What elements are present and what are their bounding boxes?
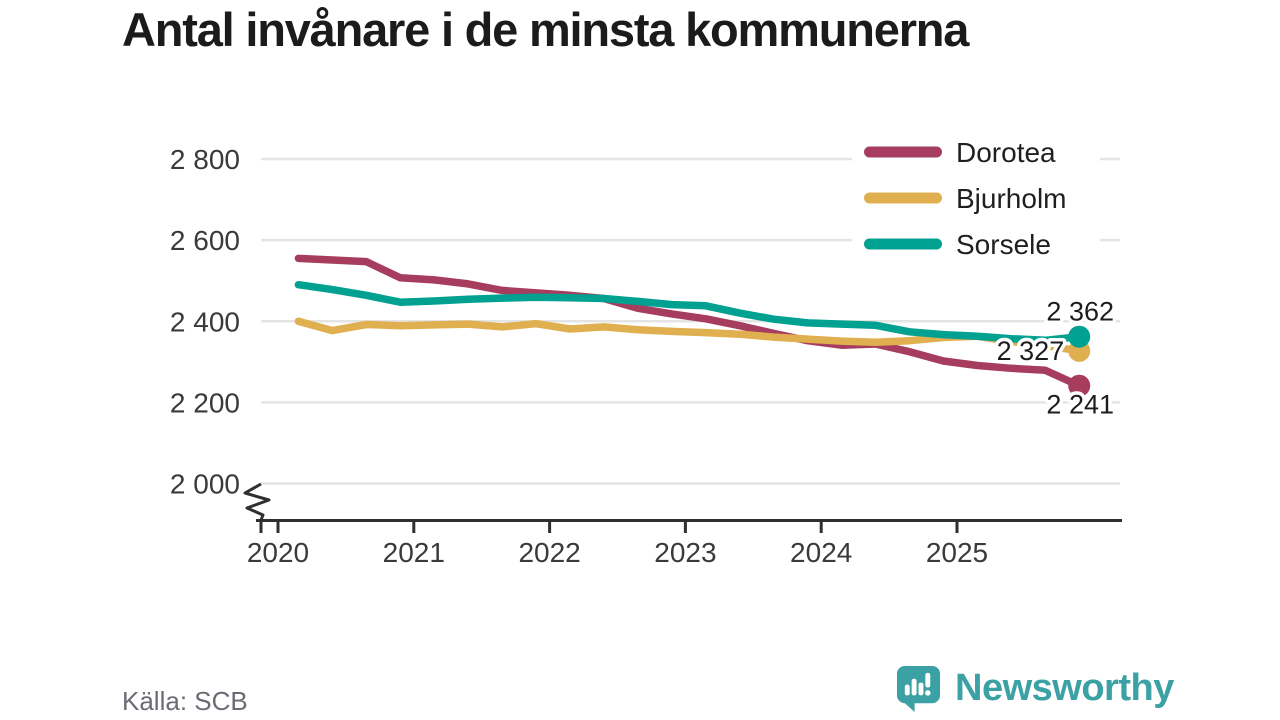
legend-swatch-sorsele (864, 238, 942, 250)
bar-2 (911, 678, 917, 696)
legend-label-dorotea: Dorotea (956, 137, 1056, 168)
axis-break-icon (243, 482, 271, 533)
y-tick-label: 2 200 (170, 387, 240, 418)
legend-label-sorsele: Sorsele (956, 229, 1051, 260)
end-dot-dorotea (1068, 374, 1091, 397)
brand-name: Newsworthy (955, 667, 1174, 709)
legend-swatch-bjurholm (864, 192, 942, 204)
y-tick-label: 2 800 (170, 144, 240, 175)
line-sorsele (294, 280, 1083, 345)
exclamation-bar (925, 672, 931, 688)
x-tick-label: 2024 (790, 537, 852, 568)
x-tick-label: 2021 (383, 537, 445, 568)
x-tick-label: 2023 (654, 537, 716, 568)
bar-3 (918, 682, 924, 696)
x-tick-label: 2025 (926, 537, 988, 568)
chart-title: Antal invånare i de minsta kommunerna (122, 3, 969, 56)
legend-label-bjurholm: Bjurholm (956, 183, 1066, 214)
brand-logo: Newsworthy (895, 664, 1174, 713)
end-label-bjurholm: 2 327 (997, 336, 1065, 366)
end-dot-sorsele (1068, 325, 1091, 348)
legend-swatch-dorotea (864, 146, 942, 158)
x-tick-label: 2022 (518, 537, 580, 568)
source-note: Källa: SCB (122, 686, 248, 716)
end-label-sorsele: 2 362 (1046, 297, 1114, 327)
end-label-dorotea: 2 241 (1046, 390, 1114, 420)
bar-1 (904, 684, 910, 696)
y-tick-label: 2 600 (170, 225, 240, 256)
exclamation-dot (925, 690, 931, 696)
y-tick-label: 2 000 (170, 469, 240, 500)
newsworthy-bubble-icon (896, 665, 941, 712)
y-tick-label: 2 400 (170, 306, 240, 337)
x-tick-label: 2020 (247, 537, 309, 568)
line-dorotea (294, 254, 1083, 390)
